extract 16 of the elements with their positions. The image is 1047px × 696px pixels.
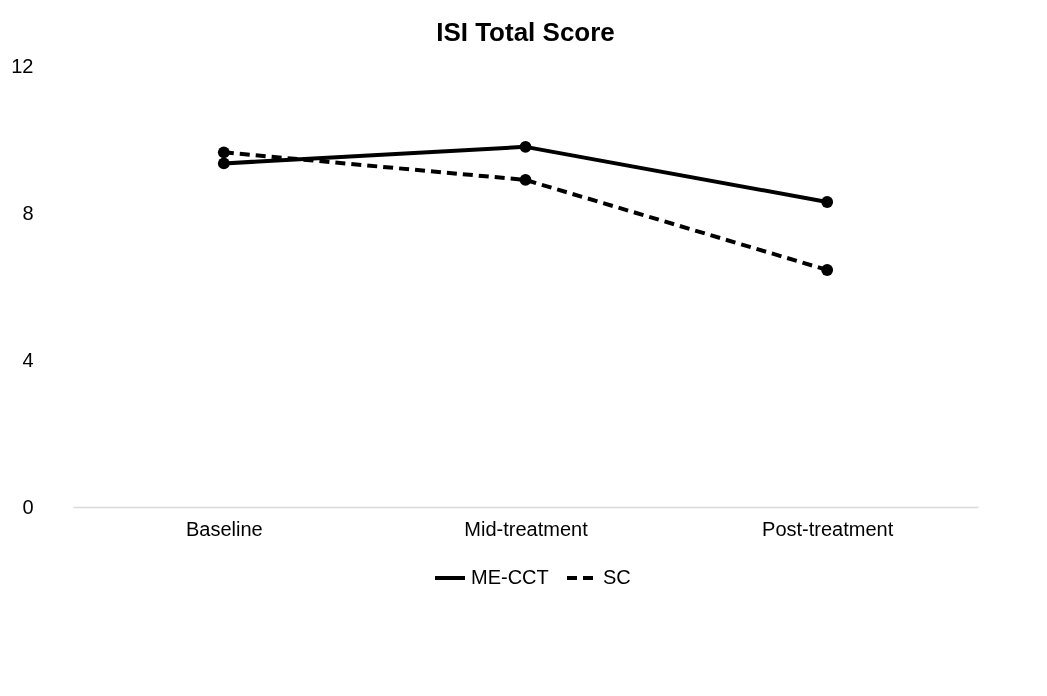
point	[519, 140, 532, 153]
legend-label: ME-CCT	[471, 566, 549, 588]
point	[519, 174, 532, 186]
point	[821, 264, 834, 276]
y-tick-label: 0	[22, 495, 34, 518]
y-tick-label: 4	[22, 348, 34, 371]
point	[217, 146, 230, 159]
legend-label: SC	[603, 566, 631, 588]
chart-title: ISI Total Score	[436, 17, 615, 47]
point	[821, 196, 834, 208]
x-tick-label: Baseline	[185, 517, 263, 540]
y-tick-label: 8	[22, 201, 34, 224]
point	[217, 157, 230, 170]
y-tick-label: 12	[11, 54, 34, 77]
x-tick-label: Mid-treatment	[464, 517, 589, 540]
x-tick-label: Post-treatment	[762, 517, 894, 540]
